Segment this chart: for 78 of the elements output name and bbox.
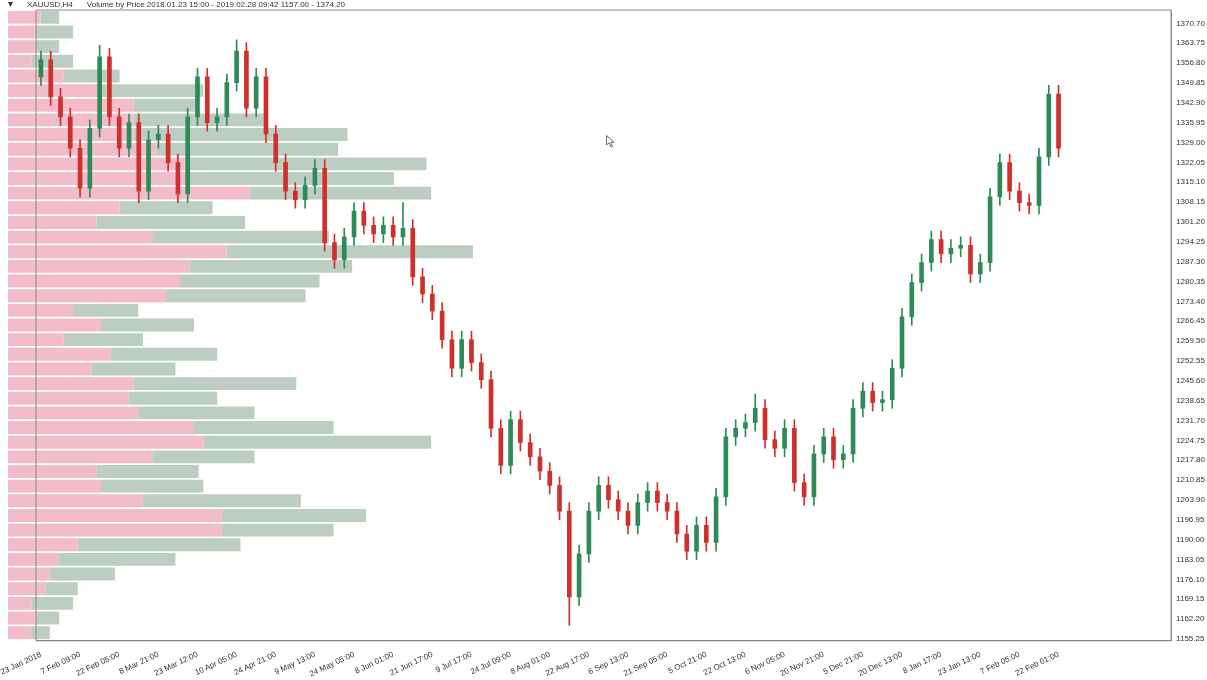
- bar: [31, 596, 74, 610]
- bar: [40, 10, 60, 24]
- bar: [189, 259, 353, 273]
- bar: [35, 25, 74, 39]
- bar: [249, 186, 432, 200]
- bar: [8, 10, 41, 24]
- bar: [8, 216, 97, 229]
- y-tick-label: 1356.80: [1176, 58, 1206, 68]
- y-tick-label: 1370.70: [1176, 18, 1206, 28]
- bar: [166, 289, 306, 303]
- y-tick-label: 1287.30: [1176, 256, 1206, 266]
- y-tick-label: 1266.45: [1176, 316, 1206, 326]
- y-tick-label: 1190.00: [1176, 534, 1205, 544]
- y-tick-label: 1203.90: [1176, 495, 1206, 505]
- y-tick-label: 1224.75: [1176, 435, 1206, 445]
- y-tick-label: 1308.15: [1176, 197, 1206, 207]
- y-tick-label: 1259.50: [1176, 336, 1206, 346]
- bar: [8, 596, 32, 610]
- bar: [8, 259, 190, 273]
- y-tick-label: 1315.10: [1176, 177, 1206, 187]
- bar: [8, 465, 97, 478]
- bar: [73, 303, 139, 317]
- y-tick-label: 1196.95: [1176, 515, 1205, 525]
- y-tick-label: 1210.85: [1176, 475, 1206, 485]
- y-tick-label: 1245.60: [1176, 376, 1206, 386]
- bar: [8, 289, 167, 303]
- y-tick-label: 1155.25: [1176, 634, 1205, 644]
- bar: [133, 377, 297, 391]
- bar: [8, 274, 181, 288]
- bar: [8, 377, 134, 391]
- bar: [63, 333, 143, 347]
- bar: [8, 333, 64, 347]
- y-tick-label: 1342.90: [1176, 98, 1206, 108]
- bar: [96, 216, 246, 229]
- y-tick-label: 1363.75: [1176, 38, 1206, 48]
- bar: [194, 421, 334, 435]
- y-tick-label: 1217.80: [1176, 455, 1206, 465]
- bar: [35, 40, 60, 54]
- bar: [110, 347, 218, 361]
- bar: [8, 611, 36, 625]
- candlestick: [840, 445, 846, 469]
- y-tick-label: 1273.40: [1176, 296, 1206, 306]
- bar: [31, 626, 50, 640]
- y-tick-label: 1329.00: [1176, 137, 1206, 147]
- bar: [221, 509, 367, 522]
- bar: [8, 347, 111, 361]
- bar: [8, 40, 36, 54]
- y-tick-label: 1176.10: [1176, 574, 1205, 584]
- y-tick-label: 1183.05: [1176, 554, 1205, 564]
- y-tick-label: 1322.05: [1176, 157, 1206, 167]
- candlestick: [958, 236, 964, 258]
- y-tick-label: 1280.35: [1176, 276, 1206, 286]
- bar: [96, 465, 199, 478]
- bar: [8, 303, 74, 317]
- bar: [8, 509, 222, 522]
- y-tick-label: 1294.25: [1176, 237, 1206, 247]
- y-tick-label: 1238.65: [1176, 395, 1206, 405]
- y-tick-label: 1349.85: [1176, 78, 1206, 88]
- y-tick-label: 1301.20: [1176, 217, 1206, 227]
- y-tick-label: 1162.20: [1176, 614, 1205, 624]
- bar: [91, 362, 176, 376]
- bar: [59, 552, 176, 566]
- bar: [8, 362, 92, 376]
- bar: [180, 274, 320, 288]
- bar: [8, 552, 60, 566]
- chart-title: XAUUSD,H4: [27, 0, 73, 9]
- y-tick-label: 1252.55: [1176, 356, 1206, 366]
- candlestick: [1026, 193, 1032, 215]
- bar: [8, 421, 194, 435]
- y-tick-label: 1335.95: [1176, 117, 1206, 127]
- y-tick-label: 1169.15: [1176, 594, 1205, 604]
- bar: [119, 201, 213, 215]
- bar: [101, 318, 194, 332]
- bar: [8, 626, 32, 640]
- y-tick-label: 1231.70: [1176, 415, 1206, 425]
- chart-subtitle: Volume by Price 2018.01.23 15:00 - 2019.02.28 09:42 1157.00 - 1374.20: [86, 0, 346, 9]
- bar: [8, 318, 101, 332]
- bar: [8, 25, 36, 39]
